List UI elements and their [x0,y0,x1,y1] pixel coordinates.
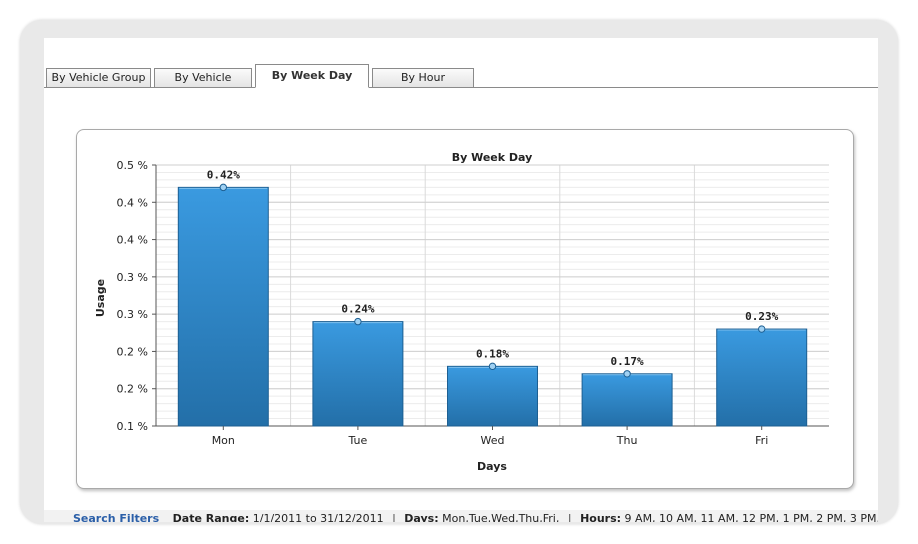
bar-marker [354,317,362,326]
days-value: Mon,Tue,Wed,Thu,Fri, [442,512,560,522]
data-label: 0.17% [611,355,644,368]
y-tick-label: 0.5 % [117,159,148,172]
separator: | [392,512,396,522]
bar-marker [488,362,497,371]
y-tick-label: 0.4 % [117,196,148,209]
tab-by-vehicle[interactable]: By Vehicle [154,68,252,88]
date-range-label: Date Range: [172,512,250,522]
y-tick-label: 0.2 % [117,345,148,358]
bar-fri [716,328,808,427]
data-label: 0.24% [341,303,374,316]
data-label: 0.18% [476,347,509,360]
tab-bar: By Vehicle Group By Vehicle By Week Day … [44,46,878,88]
x-tick-label: Fri [755,434,768,447]
y-tick-label: 0.4 % [117,234,148,247]
search-filters-bar: Search Filters Date Range: 1/1/2011 to 3… [44,510,878,522]
y-tick-label: 0.2 % [117,383,148,396]
y-tick-label: 0.3 % [117,271,148,284]
bar-marker [623,370,631,378]
bar-marker [758,325,766,333]
hours-label: Hours: [580,512,622,522]
data-label: 0.42% [207,168,240,181]
tab-by-hour[interactable]: By Hour [372,68,474,88]
bar-thu [581,373,673,427]
chart-panel: By Week Day Days Usage 0.1 % 0.2 % 0.2 % 0.… [76,129,854,489]
date-range-value: 1/1/2011 to 31/12/2011 [252,512,384,522]
bar-wed [447,365,538,427]
x-tick-label: Mon [212,434,235,447]
y-tick-label: 0.3 % [117,308,148,321]
hours-value: 9 AM, 10 AM, 11 AM, 12 PM, 1 PM, 2 PM, 3… [624,512,878,522]
separator: | [567,512,572,522]
bar-chart: By Week Day Days Usage 0.1 %0.2 %0.2 %0.… [94,151,829,473]
y-tick-label: 0.1 % [117,420,148,433]
x-tick-label: Thu [616,434,638,447]
x-axis-label: Days [477,460,507,473]
search-filters-link[interactable]: Search Filters [73,512,160,522]
outer-frame: By Vehicle Group By Vehicle By Week Day … [20,20,898,524]
data-label: 0.23% [745,310,778,323]
bar-marker [219,183,228,192]
bar-mon [177,186,269,427]
x-tick-label: Tue [348,434,368,447]
days-label: Days: [404,512,439,522]
bar-tue [312,321,404,427]
chart-title: By Week Day [452,151,533,164]
plot-area: 0.1 % 0.2 % 0.2 % 0.3 % 0.3 % 0.4 % 0.4 % 0.5 %… [117,159,829,447]
report-content: By Vehicle Group By Vehicle By Week Day … [44,38,878,522]
tab-by-week-day[interactable]: By Week Day [255,64,369,88]
y-axis-label: Usage [94,279,107,317]
tab-by-vehicle-group[interactable]: By Vehicle Group [46,68,151,88]
x-tick-label: Wed [481,434,505,447]
